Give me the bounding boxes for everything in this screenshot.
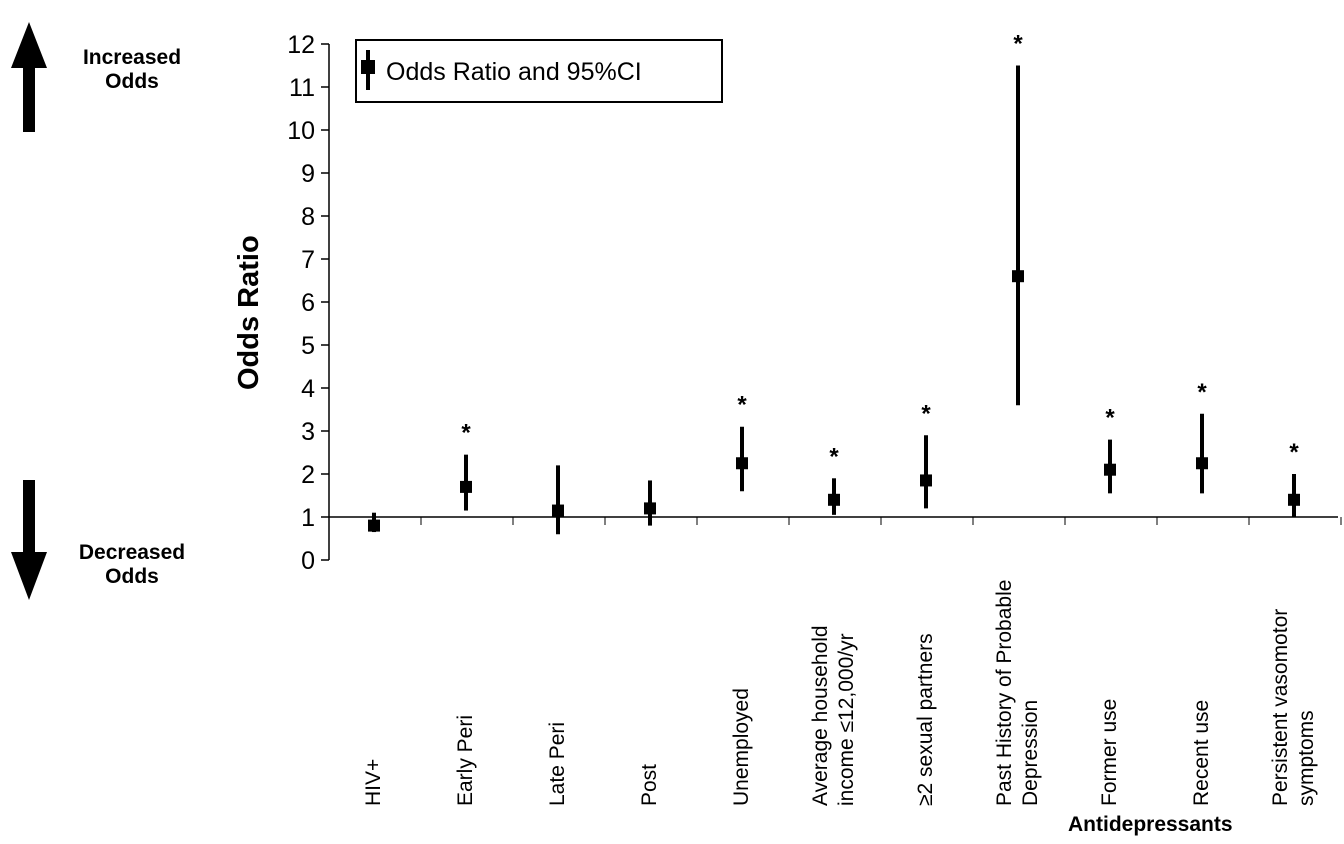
legend [355, 39, 723, 103]
y-tick-label: 6 [301, 289, 315, 317]
y-axis-title: Odds Ratio [233, 235, 265, 390]
x-category-label: Average household income ≤12,000/yr [808, 625, 860, 806]
y-tick-label: 10 [287, 117, 315, 145]
increased-odds-label: Increased Odds [82, 46, 182, 93]
direction-arrows [11, 22, 47, 600]
decreased-odds-arrow-icon [11, 480, 47, 600]
x-category-label-line: Early Peri [454, 714, 477, 806]
legend-marker-icon [361, 50, 375, 90]
odds-ratio-point [736, 457, 748, 470]
odds-ratio-point [828, 493, 840, 506]
x-category-label: Persistent vasomotor symptoms [1268, 609, 1320, 806]
legend-label: Odds Ratio and 95%CI [386, 58, 642, 86]
significance-marker: * [1105, 405, 1115, 432]
y-tick-label: 9 [301, 160, 315, 188]
y-tick-label: 4 [301, 375, 315, 403]
y-tick-label: 8 [301, 203, 315, 231]
x-category-label-line: income ≤12,000/yr [835, 633, 858, 806]
odds-ratio-point [552, 504, 564, 517]
x-category-label-line: Post [638, 763, 661, 806]
x-category-label: HIV+ [361, 759, 387, 806]
x-category-label: Post [637, 764, 663, 806]
x-category-label-line: Recent use [1190, 699, 1213, 806]
y-tick-label: 7 [301, 246, 315, 274]
y-tick-label: 0 [301, 547, 315, 575]
significance-marker: * [829, 443, 839, 470]
x-category-label-line: Depression [1019, 699, 1042, 806]
odds-ratio-point [1012, 270, 1024, 283]
x-category-label-line: Average household [809, 625, 832, 806]
odds-ratio-point [920, 474, 932, 487]
significance-marker: * [1289, 439, 1299, 466]
x-category-label: Past History of Probable Depression [992, 580, 1044, 806]
odds-ratio-point [1104, 463, 1116, 476]
significance-marker: * [461, 420, 471, 447]
x-category-label: Former use [1097, 699, 1123, 806]
increased-odds-arrow-icon [11, 22, 47, 132]
odds-ratio-point [1288, 493, 1300, 506]
y-tick-label: 3 [301, 418, 315, 446]
x-category-label-line: Former use [1098, 698, 1121, 806]
x-category-label: Recent use [1189, 700, 1215, 806]
x-category-label-line: symptoms [1295, 710, 1318, 806]
significance-marker: * [737, 392, 747, 419]
x-category-label-line: ≥2 sexual partners [914, 633, 937, 806]
x-category-label-line: HIV+ [362, 758, 385, 806]
y-tick-label: 5 [301, 332, 315, 360]
y-tick-label: 1 [301, 504, 315, 532]
x-category-label-line: Late Peri [546, 721, 569, 806]
odds-ratio-point [644, 502, 656, 515]
significance-marker: * [1197, 379, 1207, 406]
odds-ratio-point [1196, 457, 1208, 470]
significance-marker: * [1013, 31, 1023, 58]
x-category-label: ≥2 sexual partners [913, 633, 939, 806]
x-category-label: Unemployed [729, 688, 755, 806]
significance-marker: * [921, 400, 931, 427]
x-category-label: Early Peri [453, 715, 479, 806]
y-tick-label: 2 [301, 461, 315, 489]
x-category-label: Late Peri [545, 722, 571, 806]
x-category-label-line: Persistent vasomotor [1269, 608, 1292, 806]
odds-ratio-point [368, 519, 380, 532]
chart-marks: * * * * * * * * [368, 31, 1300, 535]
group-label-antidepressants: Antidepressants [1068, 813, 1233, 836]
decreased-odds-label: Decreased Odds [78, 541, 186, 588]
y-tick-label: 12 [287, 31, 315, 59]
x-category-label-line: Unemployed [730, 688, 753, 806]
odds-ratio-point [460, 480, 472, 493]
x-category-label-line: Past History of Probable [993, 579, 1016, 806]
y-tick-label: 11 [289, 74, 315, 102]
